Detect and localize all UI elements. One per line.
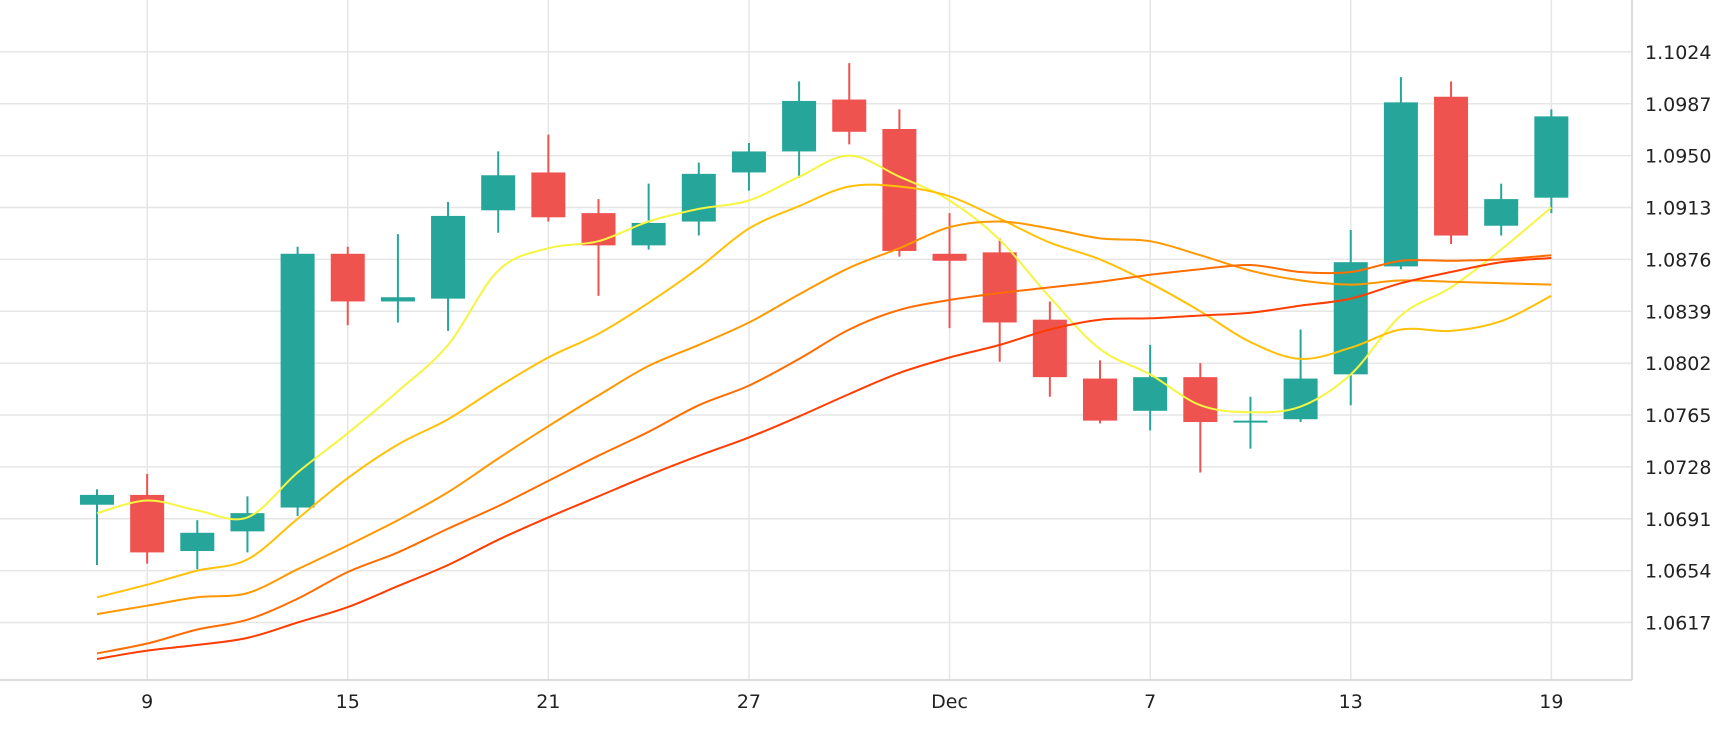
- candle-body: [431, 215, 466, 299]
- candle-up: [681, 162, 716, 236]
- candle-body: [882, 128, 917, 251]
- candle-body: [1133, 377, 1168, 411]
- candle-body: [1383, 102, 1418, 267]
- candle-up: [481, 151, 516, 233]
- candle-up: [782, 81, 817, 179]
- moving-average-line-4: [96, 254, 1552, 655]
- candle-up: [1133, 344, 1168, 431]
- y-tick-label: 1.0765: [1645, 405, 1711, 427]
- candle-down: [531, 134, 566, 222]
- candle-body: [1534, 116, 1569, 198]
- x-tick-label: 15: [336, 691, 360, 713]
- x-tick-label: 21: [536, 691, 560, 713]
- y-tick-label: 1.0617: [1645, 613, 1711, 635]
- candle-up: [1233, 396, 1268, 449]
- candle-up: [1333, 229, 1368, 406]
- candle-down: [330, 246, 365, 326]
- candle-up: [80, 489, 114, 566]
- y-tick-label: 1.1024: [1645, 42, 1711, 64]
- x-tick-label: 27: [737, 691, 761, 713]
- candle-body: [932, 253, 967, 261]
- candle-body: [631, 222, 666, 246]
- candle-body: [1032, 319, 1067, 378]
- candle-body: [731, 151, 766, 173]
- candle-body: [230, 513, 265, 532]
- moving-average-line-2: [96, 183, 1552, 599]
- candle-body: [1434, 96, 1469, 236]
- y-tick-label: 1.0913: [1645, 198, 1711, 220]
- candle-body: [782, 100, 817, 152]
- candle-body: [330, 253, 365, 302]
- grid-lines: [0, 0, 1632, 680]
- candle-body: [1083, 378, 1117, 421]
- candle-body: [1484, 199, 1519, 226]
- candle-up: [280, 246, 315, 516]
- x-tick-label: 13: [1339, 691, 1363, 713]
- candle-down: [882, 109, 917, 257]
- candle-down: [832, 63, 867, 145]
- candle-body: [481, 175, 516, 211]
- x-tick-label: 19: [1539, 691, 1563, 713]
- candle-down: [982, 238, 1017, 362]
- moving-average-line-1: [96, 154, 1552, 521]
- candle-body: [1233, 420, 1268, 423]
- candle-body: [130, 494, 165, 553]
- moving-average-line-5: [96, 257, 1552, 660]
- y-tick-label: 1.0802: [1645, 353, 1711, 375]
- candle-body: [581, 213, 616, 246]
- candle-body: [1283, 378, 1318, 420]
- x-tick-label: 7: [1144, 691, 1156, 713]
- candle-up: [1484, 183, 1519, 236]
- x-tick-label: 9: [141, 691, 153, 713]
- candle-up: [180, 520, 215, 570]
- candle-down: [1434, 81, 1469, 244]
- y-tick-label: 1.0987: [1645, 94, 1711, 116]
- candle-up: [731, 143, 766, 191]
- candle-body: [832, 99, 867, 132]
- x-tick-label: Dec: [931, 691, 968, 713]
- y-tick-label: 1.0728: [1645, 457, 1711, 479]
- candle-up: [380, 234, 415, 323]
- candle-body: [681, 173, 716, 222]
- candle-body: [180, 532, 215, 552]
- moving-average-lines: [96, 154, 1552, 660]
- axes: [0, 0, 1633, 681]
- candle-up: [1383, 77, 1418, 270]
- candle-body: [280, 253, 315, 508]
- candle-up: [1534, 109, 1569, 214]
- candle-body: [380, 297, 415, 302]
- y-tick-label: 1.0691: [1645, 509, 1711, 531]
- candles: [80, 63, 1569, 570]
- candle-body: [982, 252, 1017, 323]
- candle-body: [80, 494, 114, 505]
- candle-body: [1333, 262, 1368, 375]
- y-axis-labels: 1.1024 1.0987 1.0950 1.0913 1.0876 1.0839 1.08…: [1645, 42, 1711, 635]
- candle-up: [230, 496, 265, 553]
- candle-body: [531, 172, 566, 218]
- candle-down: [581, 199, 616, 296]
- candle-up: [631, 183, 666, 250]
- candle-up: [431, 201, 466, 331]
- candle-down: [932, 213, 967, 329]
- candle-down: [1083, 360, 1117, 424]
- moving-average-line-3: [96, 220, 1552, 616]
- y-tick-label: 1.0839: [1645, 301, 1711, 323]
- y-tick-label: 1.0950: [1645, 146, 1711, 168]
- y-tick-label: 1.0876: [1645, 249, 1711, 271]
- x-axis-labels: 9 15 21 27 Dec 7 13 19: [141, 691, 1563, 713]
- y-tick-label: 1.0654: [1645, 561, 1711, 583]
- candle-down: [130, 473, 165, 564]
